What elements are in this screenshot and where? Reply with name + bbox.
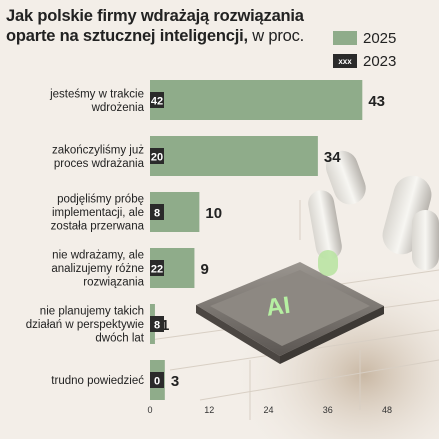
marker-2023 xyxy=(150,372,164,388)
legend-item-2025: 2025 xyxy=(333,28,396,48)
category-label: wdrożenia xyxy=(91,102,145,114)
chart-title: Jak polskie firmy wdrażają rozwiązania o… xyxy=(6,6,306,46)
x-tick-label: 12 xyxy=(204,405,214,415)
x-tick-label: 24 xyxy=(263,405,273,415)
category-label: analizujemy różne xyxy=(51,263,144,275)
category-label: podjęliśmy próbę xyxy=(57,194,144,206)
legend-label-2025: 2025 xyxy=(363,29,397,47)
marker-2023 xyxy=(150,260,164,276)
marker-2023 xyxy=(150,204,164,220)
value-label-2025: 34 xyxy=(324,149,341,166)
svg-text:AI: AI xyxy=(264,292,292,322)
x-tick-label: 0 xyxy=(147,405,152,415)
title-unit: w proc. xyxy=(252,27,305,45)
category-label: nie wdrażamy, ale xyxy=(52,250,144,262)
value-label-2025: 9 xyxy=(200,261,208,278)
bar-2025 xyxy=(150,80,363,120)
value-label-2023: 20 xyxy=(151,152,163,164)
title-main: Jak polskie firmy wdrażają rozwiązania o… xyxy=(6,7,304,45)
category-label: rozwiązania xyxy=(83,277,144,289)
value-label-2025: 3 xyxy=(171,373,179,390)
value-label-2023: 0 xyxy=(154,376,160,388)
category-label: dwóch lat xyxy=(95,333,144,345)
category-label: jesteśmy w trakcie xyxy=(49,88,144,100)
x-tick-label: 48 xyxy=(382,405,392,415)
value-label-2025: 10 xyxy=(205,205,222,222)
legend-item-2023: xxx 2023 xyxy=(333,51,396,71)
category-label: została przerwana xyxy=(51,221,145,233)
ai-chip-illustration: AI xyxy=(149,150,439,439)
marker-2023 xyxy=(150,148,164,164)
x-tick-label: 36 xyxy=(323,405,333,415)
category-label: implementacji, ale xyxy=(52,207,144,219)
value-label-2023: 8 xyxy=(154,320,160,332)
value-label-2023: 8 xyxy=(154,208,160,220)
legend-swatch-2025 xyxy=(333,31,357,45)
legend-swatch-2023: xxx xyxy=(333,54,357,68)
marker-2023 xyxy=(150,316,164,332)
category-label: działań w perspektywie xyxy=(26,319,144,331)
category-label: zakończyliśmy już xyxy=(52,144,144,156)
value-label-2023: 22 xyxy=(151,264,163,276)
value-label-2025: 43 xyxy=(368,93,385,110)
bar-2025 xyxy=(150,136,318,176)
marker-2023 xyxy=(150,92,164,108)
category-label: trudno powiedzieć xyxy=(51,375,144,387)
legend: 2025 xxx 2023 xyxy=(333,28,396,74)
value-label-2023: 42 xyxy=(151,96,163,108)
category-label: proces wdrażania xyxy=(54,158,145,170)
category-label: nie planujemy takich xyxy=(40,306,144,318)
legend-label-2023: 2023 xyxy=(363,52,397,70)
value-label-2025: 1 xyxy=(161,317,169,334)
